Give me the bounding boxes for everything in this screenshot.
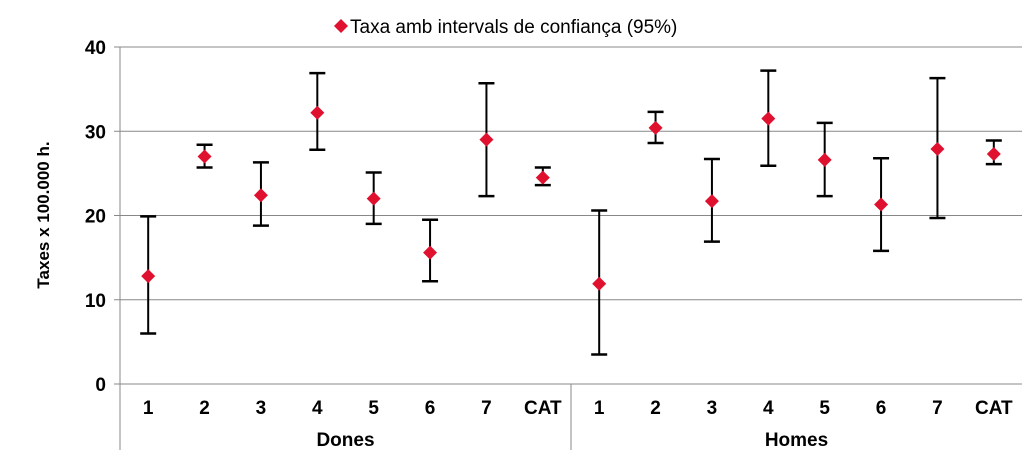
marker-homes-6 [874, 197, 889, 212]
x-tick-label-homes-1: 1 [594, 398, 605, 419]
group-label-dones: Dones [316, 430, 374, 450]
x-tick-label-dones-5: 5 [368, 398, 379, 419]
x-tick-label-homes-cat: CAT [975, 398, 1013, 419]
marker-dones-4 [310, 105, 325, 120]
x-tick-label-dones-1: 1 [143, 398, 154, 419]
marker-dones-1 [141, 269, 156, 284]
marker-homes-5 [817, 152, 832, 167]
data-markers [141, 105, 1001, 291]
gridlines [120, 46, 1022, 301]
error-bars [140, 69, 1002, 356]
legend-marker [334, 19, 348, 33]
x-tick-label-dones-cat: CAT [524, 398, 562, 419]
y-tick-label-40: 40 [85, 38, 106, 59]
x-tick-label-dones-3: 3 [256, 398, 267, 419]
y-tick-label-10: 10 [85, 291, 106, 312]
marker-homes-2 [648, 120, 663, 135]
x-tick-label-homes-4: 4 [763, 398, 774, 419]
x-tick-label-dones-4: 4 [312, 398, 323, 419]
axes [114, 46, 1022, 450]
marker-homes-3 [704, 194, 719, 209]
x-tick-label-homes-6: 6 [876, 398, 887, 419]
marker-dones-5 [366, 191, 381, 206]
legend-label: Taxa amb intervals de confiança (95%) [350, 17, 677, 38]
marker-homes-cat [986, 146, 1001, 161]
group-label-homes: Homes [765, 430, 828, 450]
x-tick-label-homes-3: 3 [707, 398, 718, 419]
y-axis-label: Taxes x 100.000 h. [34, 141, 53, 288]
marker-homes-7 [930, 141, 945, 156]
tick-labels: 0 10 20 30 40 1 2 3 4 5 6 7 CAT 1 2 3 4 5 6 7 CAT Dones Homes [85, 38, 1013, 450]
marker-dones-7 [479, 132, 494, 147]
x-tick-label-homes-2: 2 [650, 398, 661, 419]
legend: Taxa amb intervals de confiança (95%) [334, 17, 677, 38]
x-tick-label-dones-6: 6 [425, 398, 436, 419]
marker-dones-cat [535, 170, 550, 185]
x-tick-label-homes-7: 7 [932, 398, 943, 419]
x-tick-label-dones-7: 7 [481, 398, 492, 419]
x-tick-label-homes-5: 5 [819, 398, 830, 419]
x-tick-label-dones-2: 2 [199, 398, 210, 419]
y-tick-label-20: 20 [85, 207, 106, 228]
marker-homes-1 [592, 276, 607, 291]
y-tick-label-0: 0 [95, 375, 106, 396]
y-tick-label-30: 30 [85, 122, 106, 143]
marker-dones-6 [423, 245, 438, 260]
marker-homes-4 [761, 111, 776, 126]
marker-dones-3 [253, 188, 268, 203]
marker-dones-2 [197, 149, 212, 164]
